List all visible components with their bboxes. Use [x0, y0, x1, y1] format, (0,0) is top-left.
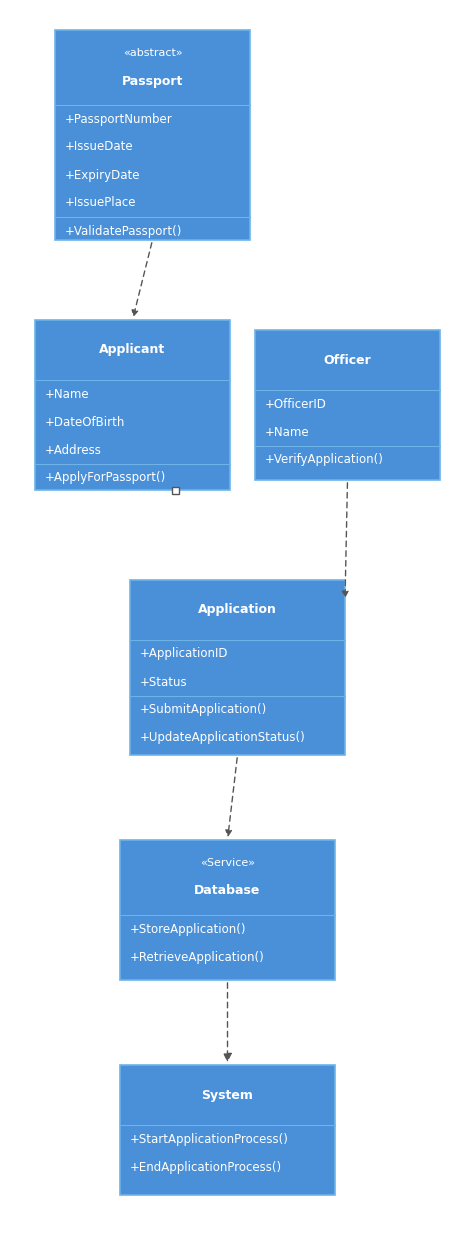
Text: +ExpiryDate: +ExpiryDate — [65, 168, 140, 181]
Bar — [120, 840, 335, 980]
Text: +UpdateApplicationStatus(): +UpdateApplicationStatus() — [140, 732, 306, 744]
Bar — [55, 30, 250, 240]
Text: +DateOfBirth: +DateOfBirth — [45, 416, 126, 429]
Text: +PassportNumber: +PassportNumber — [65, 112, 173, 126]
Text: +OfficerID: +OfficerID — [265, 397, 327, 411]
Bar — [130, 579, 345, 755]
Bar — [172, 486, 179, 494]
Text: +Name: +Name — [265, 426, 310, 439]
Text: «abstract»: «abstract» — [123, 48, 182, 58]
Text: +ApplyForPassport(): +ApplyForPassport() — [45, 471, 166, 484]
Text: +EndApplicationProcess(): +EndApplicationProcess() — [130, 1160, 282, 1174]
Text: +IssueDate: +IssueDate — [65, 141, 134, 153]
Text: +StoreApplication(): +StoreApplication() — [130, 923, 246, 935]
Text: +ApplicationID: +ApplicationID — [140, 647, 228, 660]
Text: +Name: +Name — [45, 387, 90, 401]
Text: «Service»: «Service» — [200, 857, 255, 867]
Bar — [35, 321, 230, 490]
Text: Application: Application — [198, 603, 277, 616]
Text: +VerifyApplication(): +VerifyApplication() — [265, 454, 384, 466]
Text: +SubmitApplication(): +SubmitApplication() — [140, 704, 267, 716]
Text: +RetrieveApplication(): +RetrieveApplication() — [130, 950, 265, 964]
Text: +IssuePlace: +IssuePlace — [65, 196, 137, 210]
Text: Database: Database — [194, 885, 261, 897]
Text: +StartApplicationProcess(): +StartApplicationProcess() — [130, 1133, 289, 1145]
Text: +Status: +Status — [140, 675, 188, 689]
Bar — [120, 1065, 335, 1195]
Bar — [255, 331, 440, 480]
Text: System: System — [201, 1089, 254, 1101]
Text: +ValidatePassport(): +ValidatePassport() — [65, 225, 182, 238]
Text: Applicant: Applicant — [100, 343, 165, 357]
Text: +Address: +Address — [45, 444, 102, 456]
Text: Passport: Passport — [122, 74, 183, 88]
Text: Officer: Officer — [324, 353, 371, 367]
